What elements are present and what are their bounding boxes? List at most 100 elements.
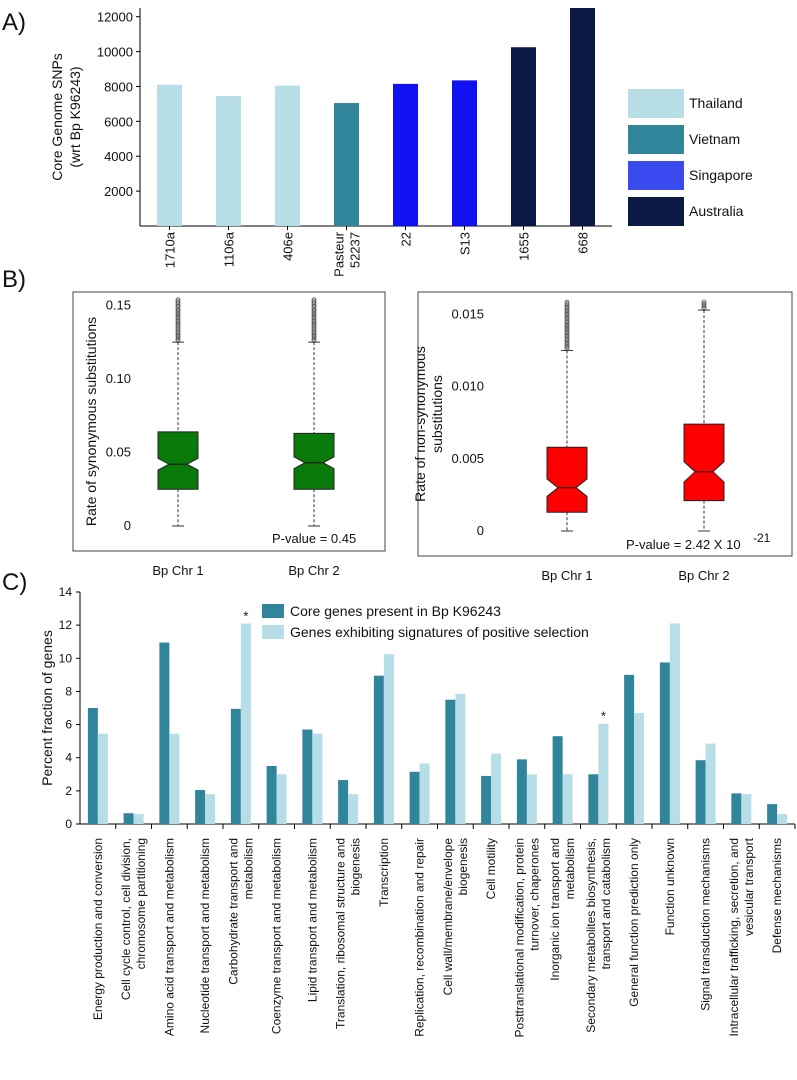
- x-category-label: chromosome partitioning: [134, 838, 148, 969]
- significance-star: *: [601, 709, 606, 724]
- legend-label-c: Core genes present in Bp K96243: [290, 603, 501, 619]
- x-tick-label-a: Pasteur: [332, 231, 347, 276]
- x-category-label: Nucleotide transport and metabolism: [198, 838, 212, 1033]
- panel-a-letter: A): [2, 9, 26, 36]
- outlier-point: [564, 301, 570, 306]
- x-category-label: transport and catabolism: [599, 838, 613, 969]
- x-category-label: Coenzyme transport and metabolism: [270, 838, 284, 1034]
- x-tick-label-a: 1655: [517, 232, 532, 261]
- plot-frame: [417, 291, 793, 557]
- bar-core-genes: [481, 775, 492, 824]
- x-category-label: turnover, chaperones: [527, 838, 541, 951]
- x-category-label: metabolism: [563, 838, 577, 899]
- x-tick-label-a: 22: [399, 232, 414, 246]
- bar-core-genes: [302, 729, 313, 824]
- x-category-label: Inorganic ion transport and: [548, 838, 562, 981]
- bar-core-genes: [659, 662, 670, 824]
- x-category-label: Cell wall/membrane/envelope: [441, 838, 455, 996]
- bar-core-genes: [552, 736, 563, 824]
- bar-positive-selection: [669, 623, 680, 824]
- outlier-point: [311, 297, 317, 303]
- x-category-label: Energy production and conversion: [91, 838, 105, 1020]
- significance-star: *: [243, 608, 248, 623]
- bar-a: [334, 103, 359, 226]
- y-tick-label: 0.05: [106, 444, 131, 459]
- x-category-label: Posttranslational modification, protein: [512, 838, 526, 1037]
- y-axis-label: Rate of synonymous substitutions: [83, 317, 99, 526]
- bar-positive-selection: [169, 733, 180, 824]
- bar-positive-selection: [455, 693, 466, 824]
- x-tick-label-a: 52237: [348, 232, 363, 268]
- bar-core-genes: [731, 793, 742, 824]
- y-tick-label-c: 4: [65, 751, 72, 765]
- y-tick-label-a: 10000: [97, 45, 133, 60]
- bar-a: [275, 85, 300, 226]
- chart-c-cog-categories: 0 2 4 6 8 10 12 14 Percent fraction of genes Ener…: [39, 585, 796, 1037]
- plot-frame: [72, 291, 386, 552]
- x-category-label: Amino acid transport and metabolism: [162, 838, 176, 1036]
- y-axis-label: Rate of non-synonymous: [412, 346, 428, 502]
- x-category-label: General function prediction only: [627, 838, 641, 1007]
- y-tick-label-c: 6: [65, 718, 72, 732]
- y-tick-label: 0.015: [451, 306, 484, 321]
- y-tick-label-c: 2: [65, 784, 72, 798]
- chart-b-nonsynonymous: 0 0.005 0.010 0.015 Rate of non-synonymous su…: [412, 291, 793, 583]
- y-tick-label: 0.005: [451, 451, 484, 466]
- legend-swatch-c: [262, 604, 284, 618]
- p-value-exponent: -21: [753, 531, 771, 545]
- bar-core-genes: [373, 675, 384, 824]
- bar-positive-selection: [777, 814, 788, 824]
- bar-a: [393, 83, 418, 226]
- bar-positive-selection: [598, 723, 609, 824]
- y-tick-label: 0.15: [106, 297, 131, 312]
- outlier-point: [175, 297, 181, 303]
- outlier-point: [311, 298, 317, 304]
- bar-positive-selection: [240, 623, 251, 824]
- bar-core-genes: [409, 771, 420, 824]
- y-tick-label-a: 12000: [97, 10, 133, 25]
- bar-positive-selection: [741, 794, 752, 824]
- y-axis-label-a: Core Genome SNPs: [49, 53, 65, 181]
- box-notched: [546, 446, 588, 513]
- x-tick-label-a: 1710a: [163, 231, 178, 268]
- x-tick-label: Bp Chr 1: [152, 563, 203, 578]
- legend-label-c: Genes exhibiting signatures of positive …: [290, 624, 589, 640]
- x-category-label: Transcription: [377, 838, 391, 907]
- y-tick-label: 0.10: [106, 371, 131, 386]
- legend-label-a: Vietnam: [689, 131, 740, 147]
- x-category-label: Translation, ribosomal structure and: [334, 838, 348, 1029]
- legend-swatch-c: [262, 625, 284, 639]
- x-category-label: metabolism: [241, 838, 255, 899]
- y-tick-label-a: 6000: [104, 114, 133, 129]
- x-category-label: biogenesis: [349, 838, 363, 895]
- panel-c-letter: C): [2, 569, 27, 596]
- y-tick-label-a: 4000: [104, 149, 133, 164]
- outlier-point: [701, 299, 707, 305]
- legend-label-a: Australia: [689, 203, 744, 219]
- x-category-label: Lipid transport and metabolism: [305, 838, 319, 1002]
- bar-positive-selection: [491, 753, 502, 824]
- outlier-point: [175, 298, 181, 304]
- bar-positive-selection: [312, 733, 323, 824]
- p-value-annotation: P-value = 2.42 X 10: [626, 537, 741, 552]
- bar-core-genes: [767, 804, 778, 824]
- bar-positive-selection: [97, 733, 108, 824]
- x-tick-label-a: 1106a: [222, 231, 237, 267]
- panel-b-letter: B): [2, 266, 26, 293]
- legend-label-a: Singapore: [689, 167, 753, 183]
- bar-core-genes: [624, 674, 635, 824]
- x-category-label: Cell motility: [484, 838, 498, 899]
- legend-swatch-a: [628, 161, 684, 190]
- y-tick-label-a: 8000: [104, 79, 133, 94]
- y-tick-label: 0: [124, 518, 131, 533]
- bar-positive-selection: [419, 763, 430, 824]
- bar-positive-selection: [562, 774, 573, 824]
- x-tick-label: Bp Chr 2: [288, 563, 339, 578]
- y-tick-label-a: 2000: [104, 184, 133, 199]
- x-category-label: Signal transduction mechanisms: [699, 838, 713, 1011]
- bar-positive-selection: [276, 774, 287, 824]
- bar-positive-selection: [634, 712, 645, 824]
- x-tick-label-a: S13: [458, 232, 473, 255]
- y-tick-label-c: 0: [65, 817, 72, 831]
